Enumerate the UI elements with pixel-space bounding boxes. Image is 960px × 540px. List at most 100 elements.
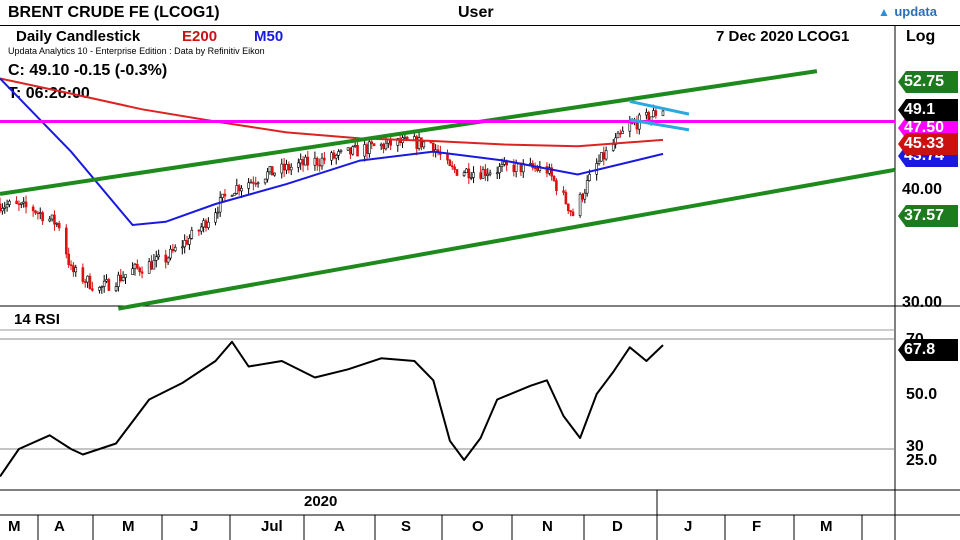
candle-body-106 [349,147,352,155]
candle-body-69 [223,193,227,197]
candle-body-68 [221,193,224,198]
candle-body-96 [315,157,319,166]
candle-body-98 [320,157,324,167]
candle-body-45 [147,261,151,274]
user-label: User [458,4,494,21]
candle-body-174 [571,211,575,216]
candle-body-179 [588,173,591,181]
chart-kind-label: Daily Candlestick [16,28,141,45]
candle-body-187 [616,132,620,139]
candle-body-168 [552,175,556,181]
ema200-legend: E200 [182,28,218,45]
channel-upper-line [0,69,818,196]
candle-body-177 [583,192,587,200]
candle-body-30 [98,287,101,291]
candle-body-113 [370,141,374,145]
candle-body-97 [318,164,321,167]
log-scale-toggle[interactable]: Log [906,28,936,45]
candle-body-114 [372,143,376,147]
candle-body-162 [533,167,537,170]
month-label-6: S [401,518,412,535]
month-label-10: J [684,518,693,535]
candle-body-199 [654,110,658,116]
candle-body-152 [500,164,504,167]
candle-body-176 [581,193,584,200]
ema200-line [0,77,664,148]
candle-body-33 [105,279,108,282]
candle-body-115 [379,143,383,147]
candle-body-128 [420,137,423,148]
candle-body-149 [488,172,492,175]
candle-body-185 [611,144,615,151]
candle-body-12 [36,212,40,215]
candle-body-147 [484,169,487,176]
instrument-title: BRENT CRUDE FE (LCOG1) [8,4,220,21]
candle-body-189 [621,130,625,134]
candle-body-102 [334,155,338,159]
candle-body-19 [57,222,61,229]
candle-body-6 [17,203,21,206]
month-label-2: M [122,518,135,535]
candle-body-129 [422,141,426,148]
candle-body-10 [31,206,35,212]
ma50-legend: M50 [254,28,284,45]
candle-body-40 [131,268,134,275]
candle-body-146 [481,169,485,179]
candle-body-0 [0,203,2,212]
candle-body-163 [536,168,539,171]
month-label-9: D [612,518,623,535]
edition-note: Updata Analytics 10 - Enterprise Edition… [8,46,265,56]
candle-body-56 [183,240,186,248]
candle-body-100 [330,152,333,161]
candle-body-1 [1,208,4,212]
candle-body-94 [306,156,310,166]
candle-body-167 [550,167,553,177]
month-label-1: A [54,518,65,535]
candle-body-105 [346,147,350,151]
candle-body-59 [190,229,194,239]
candle-body-25 [81,267,85,282]
candle-body-90 [297,162,300,168]
candle-body-20 [64,227,68,255]
candle-body-92 [301,159,305,166]
flag-upper-line [629,99,690,116]
candle-body-87 [285,164,288,171]
ma50-line [0,77,664,227]
candle-body-7 [20,202,23,205]
candle-body-52 [169,248,172,259]
rsi-tick-50: 50.0 [906,386,938,403]
updata-logo-text: updata [894,4,937,19]
candle-body-4 [8,200,11,205]
candle-body-200 [661,110,665,116]
candle-body-135 [446,154,449,161]
candle-body-181 [597,160,601,164]
candle-body-165 [545,166,549,174]
rsi-tick-30: 30 [906,438,924,455]
candle-body-65 [214,212,217,223]
rsi-tick-25: 25.0 [906,452,938,469]
candle-body-160 [529,163,532,165]
candle-body-150 [495,172,499,175]
candle-body-198 [652,110,655,118]
candle-body-85 [280,163,284,174]
candle-body-35 [114,286,118,291]
candle-body-71 [233,193,236,196]
candle-body-21 [67,253,70,265]
candle-body-63 [204,220,208,229]
candle-body-123 [403,136,407,139]
candle-body-66 [216,211,220,214]
candle-body-130 [429,141,433,144]
candle-body-78 [254,183,258,185]
candle-body-74 [240,188,243,192]
candle-body-72 [235,185,239,194]
candle-body-190 [628,122,632,132]
candle-body-64 [207,221,210,229]
candle-body-84 [273,172,276,176]
candle-body-117 [384,142,388,150]
candle-body-81 [266,171,269,180]
candle-body-88 [287,164,291,171]
month-label-8: N [542,518,553,535]
candle-body-156 [514,162,518,173]
candle-body-47 [152,259,156,270]
candle-body-51 [166,257,170,263]
